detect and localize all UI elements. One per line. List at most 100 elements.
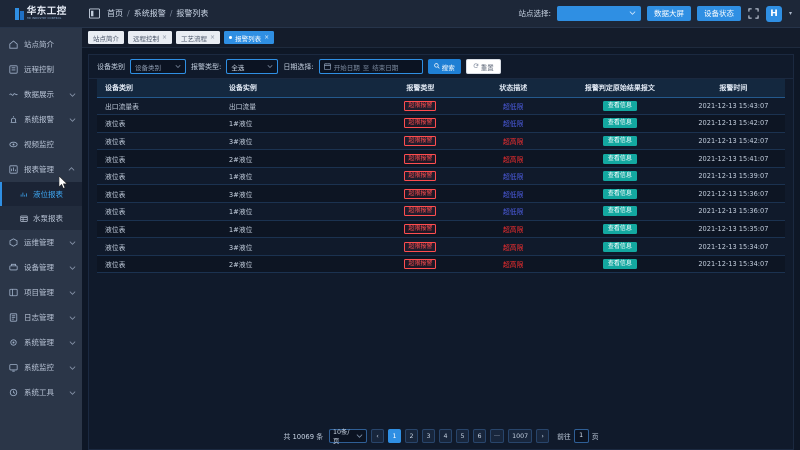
pagination-page-2[interactable]: 2 [405, 429, 419, 443]
pagination-last-page[interactable]: 1007 [508, 429, 533, 443]
menu-fold-icon[interactable] [88, 8, 100, 20]
table-row[interactable]: 液位表 2#液位 超限报警 超高限 查看信息 2021-12-13 15:41:07 [97, 149, 785, 168]
pagination-jump-input[interactable]: 1 [573, 429, 589, 443]
date-start-input[interactable]: 开始日期 [333, 63, 360, 72]
sidebar-item-13-label: 系统工具 [24, 388, 54, 397]
cell-alarm-time: 2021-12-13 15:36:07 [698, 189, 769, 198]
sidebar-item-2-label: 远程控制 [24, 65, 54, 74]
tab-4[interactable]: 报警列表 × [224, 31, 275, 44]
chevron-down-icon [68, 264, 76, 272]
sidebar-subitem-6-1[interactable]: 液位报表 [0, 182, 82, 206]
close-icon[interactable]: × [264, 34, 270, 41]
tab-1[interactable]: 站点简介 [88, 31, 124, 44]
page-size-select[interactable]: 10条/页 [329, 429, 368, 445]
reset-button[interactable]: 重置 [465, 59, 501, 74]
date-end-input[interactable]: 结束日期 [372, 63, 399, 72]
sidebar-item-9[interactable]: 项目管理 [0, 280, 82, 305]
pagination-prev[interactable]: ‹ [371, 429, 385, 443]
sidebar-item-13[interactable]: 系统工具 [0, 380, 82, 405]
sidebar-item-1[interactable]: 站点简介 [0, 32, 82, 57]
close-icon[interactable]: × [210, 34, 216, 41]
view-info-button[interactable]: 查看信息 [602, 188, 637, 199]
chevron-down-icon [68, 364, 76, 372]
site-select-dropdown[interactable] [556, 6, 641, 21]
pagination-jump: 前往 1 页 [557, 429, 598, 443]
pagination-page-3[interactable]: 3 [422, 429, 436, 443]
status-badge: 超低限 [503, 173, 524, 182]
table-row[interactable]: 液位表 3#液位 超限报警 超高限 查看信息 2021-12-13 15:34:07 [97, 237, 785, 256]
col-alarm-time[interactable]: 报警时间 [681, 79, 785, 98]
device-status-button[interactable]: 设备状态 [696, 6, 741, 21]
breadcrumb-item-alarm-list[interactable]: 报警列表 [176, 9, 209, 18]
breadcrumb-item-system-alarm[interactable]: 系统报警 [133, 9, 166, 18]
alarm-type-select[interactable]: 全选 [226, 59, 279, 74]
avatar[interactable]: H [765, 5, 782, 22]
search-button[interactable]: 搜索 [427, 59, 461, 74]
col-alarm-type[interactable]: 报警类型 [372, 79, 469, 98]
pagination-next[interactable]: › [536, 429, 550, 443]
wave-icon [9, 90, 18, 99]
sidebar-item-8[interactable]: 设备管理 [0, 255, 82, 280]
view-info-button[interactable]: 查看信息 [602, 100, 637, 111]
col-status-desc[interactable]: 状态描述 [468, 79, 558, 98]
view-info-button[interactable]: 查看信息 [602, 241, 637, 252]
table-row[interactable]: 液位表 3#液位 超限报警 超高限 查看信息 2021-12-13 15:42:07 [97, 132, 785, 151]
cell-alarm-time: 2021-12-13 15:34:07 [698, 242, 769, 251]
pagination-page-1[interactable]: 1 [388, 429, 402, 443]
cell-device-category: 出口流量表 [97, 97, 221, 116]
date-range-picker[interactable]: 开始日期 至 结束日期 [318, 59, 423, 74]
sidebar-item-7[interactable]: 运维管理 [0, 230, 82, 255]
data-screen-button[interactable]: 数据大屏 [646, 6, 691, 21]
cell-device-instance: 出口流量 [220, 97, 373, 116]
tab-3[interactable]: 工艺流程 × [176, 31, 221, 44]
table-row[interactable]: 液位表 3#液位 超限报警 超低限 查看信息 2021-12-13 15:36:07 [97, 184, 785, 204]
col-raw-result[interactable]: 报警判定原始结果报文 [557, 79, 682, 98]
pagination-page-6[interactable]: 6 [473, 429, 487, 443]
table-row[interactable]: 出口流量表 出口流量 超限报警 超低限 查看信息 2021-12-13 15:43:07 [97, 97, 785, 116]
site-select-value [562, 10, 625, 18]
col-device-category[interactable]: 设备类别 [97, 79, 221, 98]
pagination-ellipsis[interactable]: ··· [490, 429, 505, 443]
sidebar-subitem-6-2[interactable]: 水泵报表 [0, 206, 82, 230]
view-info-button[interactable]: 查看信息 [602, 153, 637, 164]
sidebar-item-3[interactable]: 数据展示 [0, 82, 82, 107]
status-badge: 超高限 [503, 243, 524, 252]
fullscreen-icon[interactable] [747, 7, 760, 20]
sidebar-item-10[interactable]: 日志管理 [0, 305, 82, 330]
table-row[interactable]: 液位表 1#液位 超限报警 超低限 查看信息 2021-12-13 15:42:07 [97, 114, 785, 133]
view-info-button[interactable]: 查看信息 [602, 223, 637, 234]
view-info-button[interactable]: 查看信息 [602, 135, 637, 146]
sidebar-item-5-label: 视频监控 [24, 140, 54, 149]
brand-logo[interactable]: 华东工控 HD INDUSTRY CONTROL [0, 0, 82, 28]
tab-2[interactable]: 远程控制 × [128, 31, 173, 44]
main-area: 首页 / 系统报警 / 报警列表 站点选择: 数据大屏 设备状态 [82, 0, 800, 450]
view-info-button[interactable]: 查看信息 [602, 118, 637, 129]
table-icon [20, 214, 28, 222]
col-device-instance[interactable]: 设备实例 [220, 79, 373, 98]
sidebar-item-4[interactable]: 系统报警 [0, 107, 82, 132]
table-row[interactable]: 液位表 2#液位 超限报警 超高限 查看信息 2021-12-13 15:34:07 [97, 255, 785, 274]
breadcrumb-item-home[interactable]: 首页 [107, 9, 123, 18]
chevron-down-icon[interactable]: ▾ [788, 10, 792, 17]
table-row[interactable]: 液位表 1#液位 超限报警 超低限 查看信息 2021-12-13 15:39:07 [97, 167, 785, 186]
sidebar-item-2[interactable]: 远程控制 [0, 57, 82, 82]
sidebar-item-5[interactable]: 视频监控 [0, 132, 82, 157]
pagination-page-5[interactable]: 5 [456, 429, 470, 443]
cell-device-category: 液位表 [97, 237, 221, 256]
table-row[interactable]: 液位表 1#液位 超限报警 超高限 查看信息 2021-12-13 15:35:07 [97, 220, 785, 239]
table-row[interactable]: 液位表 1#液位 超限报警 超低限 查看信息 2021-12-13 15:36:07 [97, 202, 785, 221]
sidebar-item-12[interactable]: 系统监控 [0, 355, 82, 380]
close-icon[interactable]: × [162, 34, 168, 41]
device-category-select[interactable]: 设备类别 [130, 59, 186, 74]
sidebar-item-3-label: 数据展示 [24, 90, 54, 99]
sidebar-item-6-submenu: 液位报表 水泵报表 [0, 182, 82, 230]
sidebar-item-6[interactable]: 报表管理 [0, 157, 82, 182]
view-info-button[interactable]: 查看信息 [602, 259, 637, 270]
sidebar-item-4-label: 系统报警 [24, 115, 54, 124]
pagination-page-4[interactable]: 4 [439, 429, 453, 443]
alarm-type-badge: 超限报警 [404, 223, 437, 234]
cell-device-instance: 1#液位 [220, 167, 373, 186]
sidebar-item-11[interactable]: 系统管理 [0, 330, 82, 355]
view-info-button[interactable]: 查看信息 [602, 171, 637, 182]
view-info-button[interactable]: 查看信息 [602, 206, 637, 217]
